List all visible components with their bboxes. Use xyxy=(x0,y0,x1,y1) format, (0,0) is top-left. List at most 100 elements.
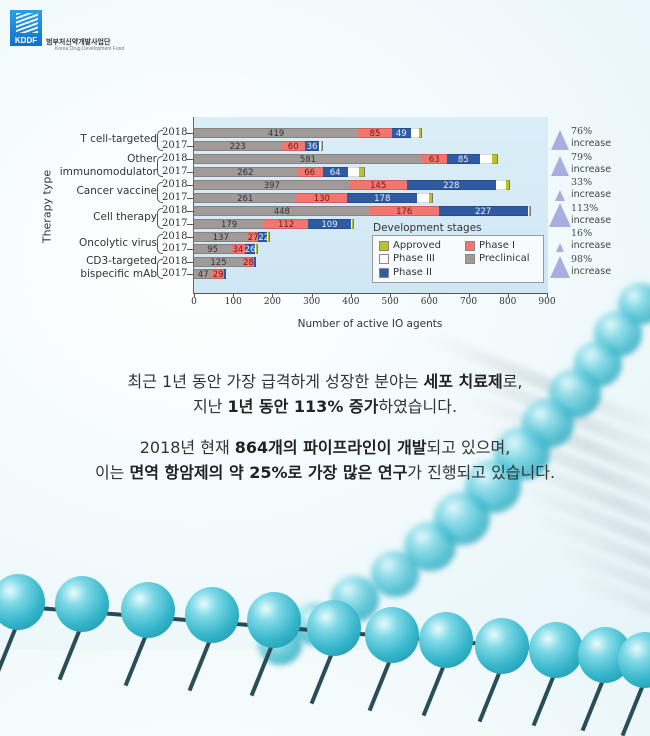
year-label: 2017 xyxy=(162,268,188,279)
x-tick-label: 500 xyxy=(381,297,399,307)
segment-phase-i: 27 xyxy=(247,232,259,242)
segment-phase-iii xyxy=(527,206,530,216)
segment-phase-ii: 178 xyxy=(347,193,418,203)
increase-annotation: 98% increase xyxy=(550,254,650,280)
segment-phase-iii xyxy=(319,141,322,151)
segment-phase-ii: 85 xyxy=(446,154,480,164)
text: 가 진행되고 있습니다. xyxy=(407,463,556,482)
year-label: 2017 xyxy=(162,166,188,177)
y-tick xyxy=(187,172,193,173)
category-brace xyxy=(157,156,163,177)
y-tick xyxy=(187,274,193,275)
x-tick xyxy=(507,293,509,297)
x-tick-label: 100 xyxy=(224,297,242,307)
stacked-bar-2018: 125 28 xyxy=(194,257,257,267)
y-tick xyxy=(187,211,193,212)
phase-i-swatch-icon xyxy=(465,240,475,251)
segment-phase-ii: 228 xyxy=(406,180,496,190)
segment-preclinical: 137 xyxy=(194,232,248,242)
legend-label: Phase III xyxy=(393,253,435,264)
text: 최근 1년 동안 가장 급격하게 성장한 분야는 xyxy=(127,372,424,391)
category-label-line: Other xyxy=(127,152,157,165)
text: 지난 xyxy=(192,397,228,416)
y-axis-label: Therapy type xyxy=(40,169,54,244)
year-label: 2017 xyxy=(162,218,188,229)
legend-item-phase-i: Phase I xyxy=(465,240,515,251)
segment-approved xyxy=(428,193,434,203)
segment-phase-iii xyxy=(417,193,429,203)
stacked-bar-2017: 262 66 64 xyxy=(194,167,365,177)
stacked-bar-2017: 179 112 109 xyxy=(194,219,354,229)
dna-bead xyxy=(475,618,529,674)
year-label: 2018 xyxy=(162,153,188,164)
text: 하였습니다. xyxy=(378,397,458,416)
segment-approved xyxy=(256,244,258,254)
y-tick xyxy=(187,249,193,250)
x-tick xyxy=(350,293,352,297)
year-label: 2018 xyxy=(162,205,188,216)
x-axis-label: Number of active IO agents xyxy=(297,318,443,330)
segment-phase-iii xyxy=(495,180,507,190)
segment-preclinical: 448 xyxy=(194,206,370,216)
dna-bead xyxy=(0,574,45,630)
segment-approved xyxy=(268,232,270,242)
segment-preclinical: 125 xyxy=(194,257,244,267)
segment-preclinical: 581 xyxy=(194,154,422,164)
segment-preclinical: 262 xyxy=(194,167,297,177)
segment-phase-iii xyxy=(410,128,419,138)
up-arrow-triangle-icon xyxy=(551,155,569,176)
summary-line-4: 이는 면역 항암제의 약 25%로 가장 많은 연구가 진행되고 있습니다. xyxy=(0,461,650,485)
emphasized-text: 864개의 파이프라인이 개발 xyxy=(234,438,427,457)
segment-phase-i: 34 xyxy=(231,244,245,254)
segment-phase-ii: 36 xyxy=(304,141,320,151)
y-tick xyxy=(187,133,193,134)
x-tick xyxy=(547,293,548,297)
increase-percent: 113% xyxy=(571,202,599,214)
segment-phase-ii: 109 xyxy=(308,219,351,229)
x-tick xyxy=(272,293,274,297)
segment-phase-iii xyxy=(347,167,359,177)
x-tick-label: 700 xyxy=(459,297,478,307)
y-tick xyxy=(187,146,193,147)
increase-word: increase xyxy=(571,240,612,252)
segment-phase-i: 145 xyxy=(349,180,407,190)
dna-bead xyxy=(55,576,109,632)
category-label: T cell-targeted xyxy=(80,133,157,146)
x-tick-label: 0 xyxy=(191,297,197,307)
segment-approved xyxy=(418,128,422,138)
segment-phase-i: 66 xyxy=(296,167,323,177)
category-label-line: immunomodulator xyxy=(59,165,157,178)
segment-approved xyxy=(506,180,511,190)
up-arrow-triangle-icon xyxy=(551,130,569,150)
segment-phase-iii xyxy=(479,154,492,164)
x-tick-label: 900 xyxy=(538,297,556,307)
x-tick-label: 800 xyxy=(499,297,517,307)
year-label: 2017 xyxy=(162,243,188,254)
legend-label: Phase I xyxy=(479,240,515,251)
segment-phase-ii xyxy=(253,257,257,267)
increase-annotation: 79% increase xyxy=(550,152,650,178)
legend-label: Preclinical xyxy=(479,253,530,264)
segment-approved xyxy=(352,219,354,229)
category-brace xyxy=(157,259,163,279)
kddf-logo: KDDF xyxy=(10,10,42,46)
up-arrow-triangle-icon xyxy=(555,190,565,202)
category-brace xyxy=(157,130,163,151)
legend-item-approved: Approved xyxy=(379,240,441,251)
year-label: 2018 xyxy=(162,231,188,242)
increase-percent: 33% xyxy=(571,177,593,189)
segment-preclinical: 95 xyxy=(194,244,232,254)
dna-bead xyxy=(247,592,301,648)
y-tick xyxy=(187,198,193,199)
segment-phase-ii: 22 xyxy=(258,232,267,242)
stacked-bar-2017: 223 60 36 xyxy=(194,141,323,151)
x-tick-label: 600 xyxy=(420,297,438,307)
segment-phase-iii xyxy=(350,219,353,229)
text: 이는 xyxy=(94,463,130,482)
up-arrow-triangle-icon xyxy=(556,243,564,253)
segment-preclinical: 261 xyxy=(194,193,297,203)
category-label: Cell therapy xyxy=(93,211,157,224)
segment-phase-ii: 64 xyxy=(322,167,348,177)
category-label: Other immunomodulator xyxy=(60,153,157,179)
legend-item-phase-ii: Phase II xyxy=(379,267,432,278)
